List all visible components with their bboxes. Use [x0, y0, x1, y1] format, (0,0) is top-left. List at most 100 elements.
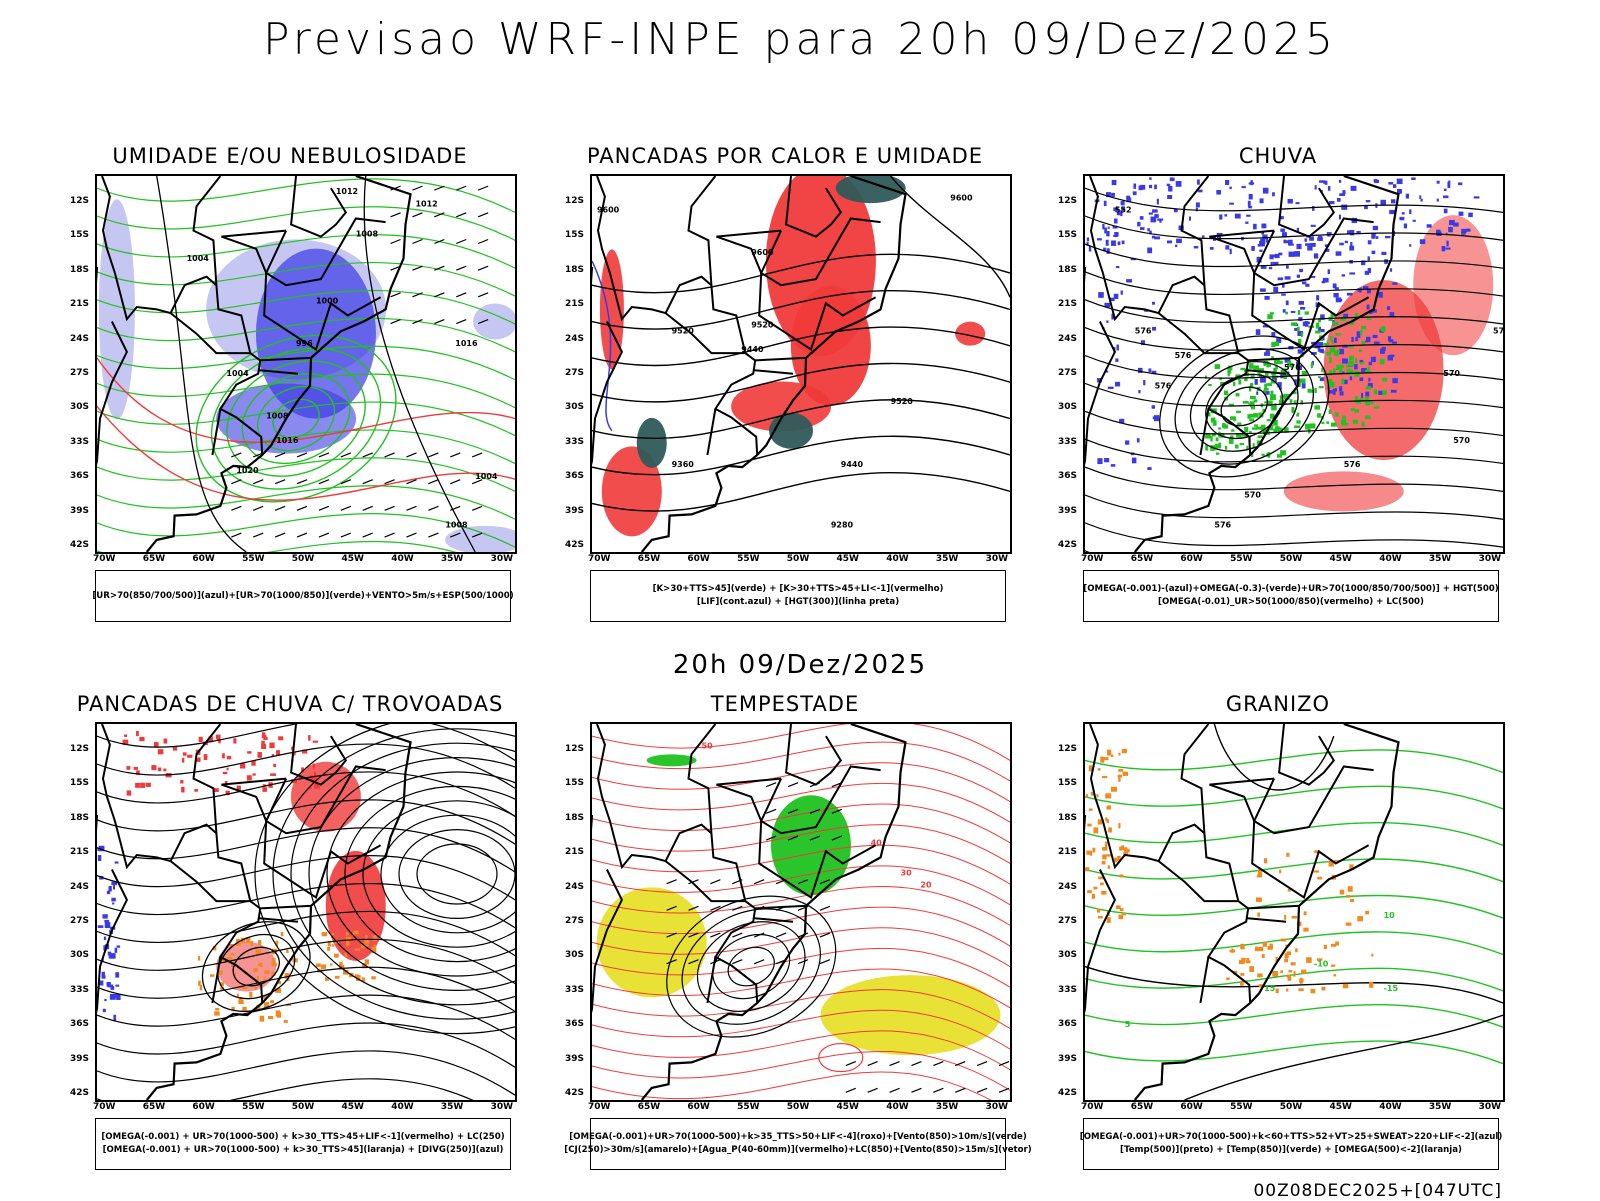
omega-blue-cell — [1111, 179, 1117, 186]
omega-green-cell — [1349, 355, 1354, 360]
height-contour — [1085, 550, 1091, 552]
omega500-cell — [1087, 823, 1092, 827]
omega500-cell — [1101, 860, 1106, 865]
omega-blue-cell — [1262, 325, 1269, 328]
lon-tick-label: 65W — [637, 1102, 661, 1112]
omega-blue-cell — [1113, 234, 1118, 238]
omega-green-cell — [1298, 381, 1301, 387]
thunder-orange-cell — [250, 940, 254, 946]
omega500-cell — [1118, 823, 1121, 829]
omega-blue-cell — [1254, 378, 1258, 385]
omega-green-cell — [1365, 400, 1371, 406]
height-contour — [1085, 187, 1503, 213]
contour-label: 1008 — [266, 412, 289, 421]
omega-green-cell — [1272, 419, 1278, 426]
omega-blue-cell — [1260, 265, 1267, 269]
omega-blue-cell — [1327, 234, 1331, 237]
omega500-cell — [1091, 893, 1096, 899]
contour-label: 570 — [1443, 369, 1460, 378]
omega-blue-cell — [1262, 187, 1269, 194]
omega-blue-cell — [1111, 192, 1115, 197]
omega500-cell — [1262, 941, 1267, 947]
lon-tick-label: 45W — [1329, 554, 1352, 564]
coastline-east — [640, 724, 907, 1100]
wind-vector — [666, 905, 677, 911]
legend-box: [UR>70(850/700/500)](azul)+[UR>70(1000/8… — [92, 570, 514, 622]
omega500-cell — [1119, 908, 1124, 912]
thunder-cell — [301, 767, 304, 773]
thunder-orange-cell — [325, 977, 329, 981]
wind-vector — [955, 1087, 966, 1093]
omega-blue-cell — [1461, 228, 1466, 235]
omega-green-cell — [1271, 356, 1274, 361]
wind-vector — [819, 932, 831, 938]
wind-vector — [797, 959, 809, 965]
omega-green-cell — [1358, 349, 1363, 352]
wind-vector — [666, 959, 677, 965]
omega-blue-cell — [1122, 199, 1125, 206]
panel-trovoadas: PANCADAS DE CHUVA C/ TROVOADAS 12S 15S 18S… — [60, 692, 520, 1192]
omega-blue-cell — [1365, 200, 1371, 203]
omega-blue-cell — [1281, 232, 1287, 237]
streamline — [217, 933, 296, 1000]
wind-vector — [412, 292, 423, 298]
omega-blue-cell — [1152, 416, 1157, 420]
omega-green-cell — [1294, 425, 1301, 429]
thunder-cell — [224, 780, 228, 786]
thunder-orange-cell — [280, 931, 284, 937]
panel-chuva: CHUVA 552576576576576570570576570576576 … — [1048, 144, 1508, 644]
thunder-orange-cell — [263, 978, 268, 982]
wind-vector — [456, 292, 467, 298]
omega-blue-cell — [1151, 301, 1155, 305]
omega500-cell — [1122, 771, 1129, 776]
omega-blue-cell — [1334, 388, 1338, 392]
border-line — [706, 408, 717, 456]
thunder-orange-cell — [271, 962, 277, 967]
omega-blue-cell — [1397, 188, 1402, 194]
thickness-contour — [97, 406, 515, 501]
omega-blue-cell — [1340, 371, 1345, 374]
divergence-cell — [97, 925, 104, 928]
omega-blue-cell — [1111, 313, 1114, 320]
main-title: Previsao WRF-INPE para 20h 09/Dez/2025 — [263, 14, 1337, 65]
omega500-cell — [1295, 948, 1298, 953]
omega-green-cell — [1218, 442, 1222, 449]
omega-green-cell — [1263, 389, 1266, 395]
border-line — [716, 783, 763, 822]
omega-green-cell — [1231, 429, 1235, 432]
thunder-cell — [273, 763, 277, 768]
omega-blue-cell — [1139, 216, 1144, 220]
omega-blue-cell — [1391, 341, 1398, 344]
map-chuva: 552 576 576 576 576 570 570 576 570 576 576 — [1083, 174, 1505, 554]
omega-blue-cell — [1260, 288, 1266, 292]
omega-green-cell — [1335, 412, 1339, 417]
wind-vector — [428, 452, 439, 458]
thunder-cell — [233, 738, 237, 744]
omega500-cell — [1280, 938, 1287, 942]
omega-blue-cell — [1387, 336, 1392, 342]
omega-blue-cell — [1175, 180, 1182, 187]
omega-blue-cell — [1392, 282, 1398, 285]
omega-blue-cell — [1346, 292, 1353, 296]
wind-vector — [231, 505, 242, 511]
omega-blue-cell — [1103, 200, 1107, 207]
lat-tick-label: 24S — [565, 333, 585, 344]
omega-green-cell — [1263, 360, 1269, 366]
legend-box: [OMEGA(-0.001)-(azul)+OMEGA(-0.3)-(verde… — [1083, 570, 1499, 622]
omega-green-cell — [1339, 367, 1343, 374]
omega-blue-cell — [1412, 219, 1416, 222]
omega500-cell — [1316, 958, 1323, 961]
omega-red-area — [1283, 471, 1404, 512]
omega500-cell — [1115, 905, 1121, 910]
contour-label: -10 — [1314, 960, 1329, 969]
omega500-cell — [1254, 946, 1259, 952]
omega-blue-cell — [1259, 198, 1264, 204]
omega-green-cell — [1271, 342, 1276, 348]
omega-green-cell — [1271, 372, 1276, 376]
omega-blue-cell — [1105, 192, 1111, 198]
border-line — [1157, 860, 1239, 903]
omega500-cell — [1119, 846, 1122, 851]
thunder-orange-cell — [258, 939, 262, 946]
omega-green-cell — [1359, 330, 1363, 336]
wind-vector — [412, 318, 423, 325]
